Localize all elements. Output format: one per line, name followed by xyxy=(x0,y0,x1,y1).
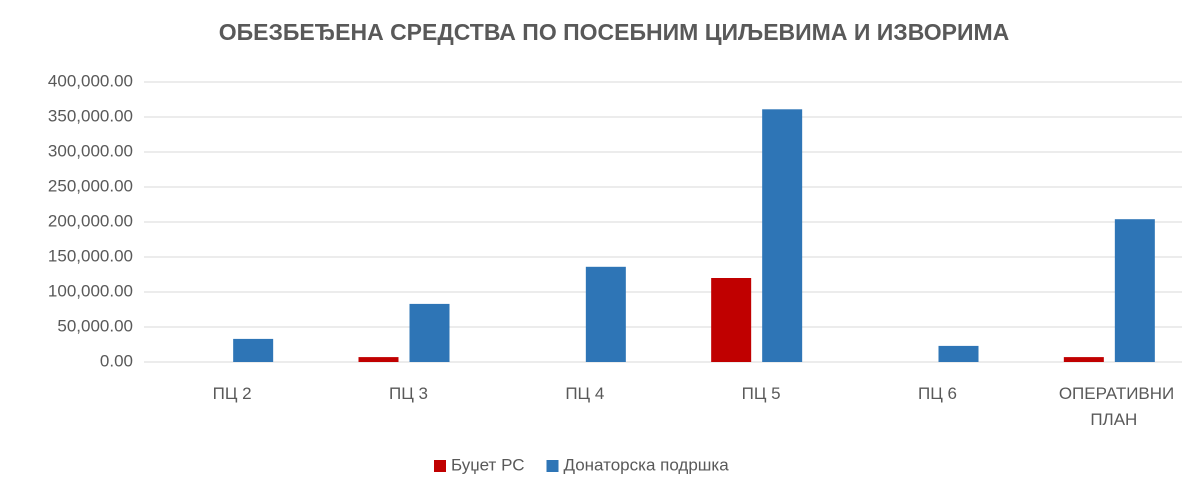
bar xyxy=(233,338,274,362)
x-tick-label: ПЦ 4 xyxy=(565,384,605,403)
x-tick-label: ПЦ 2 xyxy=(212,384,252,403)
legend-label: Буџет РС xyxy=(451,455,525,474)
y-tick-label: 300,000.00 xyxy=(48,141,133,160)
legend-swatch xyxy=(434,460,446,472)
chart-title: ОБЕЗБЕЂЕНА СРЕДСТВА ПО ПОСЕБНИМ ЦИЉЕВИМА… xyxy=(219,19,1010,45)
y-tick-label: 200,000.00 xyxy=(48,211,133,230)
y-tick-label: 250,000.00 xyxy=(48,176,133,195)
y-tick-label: 100,000.00 xyxy=(48,281,133,300)
y-tick-label: 0.00 xyxy=(100,351,133,370)
bar xyxy=(409,303,450,362)
y-tick-label: 350,000.00 xyxy=(48,106,133,125)
bar xyxy=(938,345,979,362)
bar xyxy=(1114,219,1155,362)
bar xyxy=(585,266,626,362)
y-tick-label: 150,000.00 xyxy=(48,246,133,265)
bar xyxy=(358,357,399,362)
x-tick-label: ПЦ 5 xyxy=(741,384,781,403)
x-tick-label: ОПЕРАТИВНИ ПЛАН xyxy=(1058,384,1175,429)
bar xyxy=(1063,357,1104,362)
bar xyxy=(711,278,752,362)
legend-swatch xyxy=(546,460,559,472)
bar xyxy=(762,109,803,362)
y-tick-label: 400,000.00 xyxy=(48,71,133,90)
x-tick-label: ПЦ 6 xyxy=(918,384,957,403)
legend-label: Донаторска подршка xyxy=(564,455,730,474)
y-tick-label: 50,000.00 xyxy=(57,316,133,335)
x-tick-label: ПЦ 3 xyxy=(389,384,428,403)
